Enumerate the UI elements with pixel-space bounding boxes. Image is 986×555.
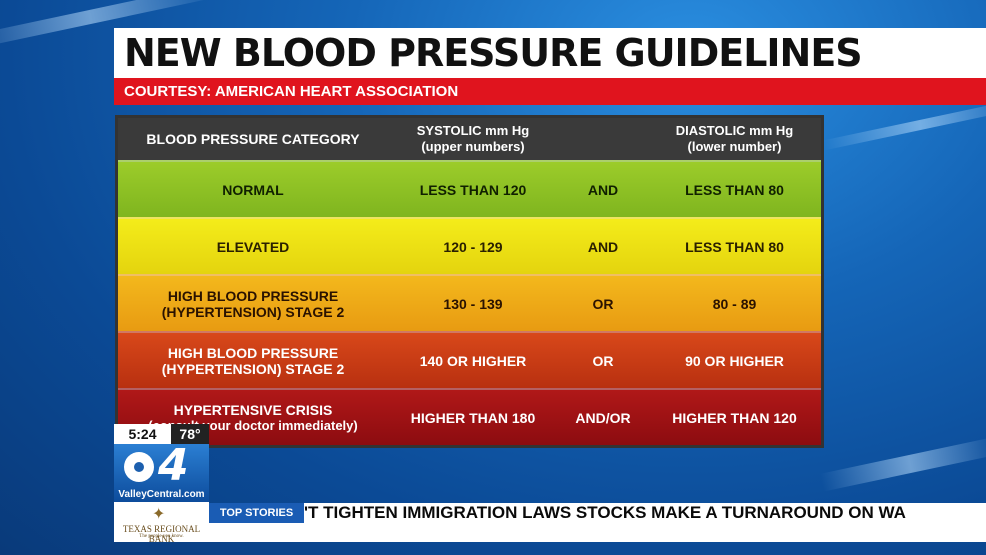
background-streak <box>821 99 986 151</box>
row-diastolic: HIGHER THAN 120 <box>672 409 797 426</box>
clock-time: 5:24 <box>128 426 157 442</box>
ticker-text: 'T TIGHTEN IMMIGRATION LAWS STOCKS MAKE … <box>304 503 906 522</box>
sponsor-tagline: The people you know. <box>139 534 184 539</box>
station-logo: 4 ValleyCentral.com <box>114 440 209 502</box>
row-category: NORMAL <box>222 181 284 198</box>
cbs-eye-icon <box>124 452 154 482</box>
temperature: 78° <box>171 424 209 444</box>
channel-number: 4 <box>158 440 189 491</box>
row-category: HYPERTENSIVE CRISIS (consult your doctor… <box>148 401 358 433</box>
row-diastolic: LESS THAN 80 <box>685 181 784 198</box>
ticker-underbar <box>209 523 986 542</box>
row-diastolic: LESS THAN 80 <box>685 238 784 255</box>
page-subtitle: COURTESY: AMERICAN HEART ASSOCIATION <box>124 83 459 100</box>
row-conjunction: AND/OR <box>575 409 631 426</box>
table-row: HYPERTENSIVE CRISIS (consult your doctor… <box>118 388 821 445</box>
row-systolic: LESS THAN 120 <box>419 181 527 198</box>
table-row: HIGH BLOOD PRESSURE (HYPERTENSION) STAGE… <box>118 274 821 331</box>
row-conjunction: OR <box>592 352 614 369</box>
station-website: ValleyCentral.com <box>118 489 205 500</box>
row-diastolic: 90 OR HIGHER <box>685 352 784 369</box>
subtitle-bar: COURTESY: AMERICAN HEART ASSOCIATION <box>114 78 986 105</box>
row-conjunction: AND <box>587 238 619 255</box>
star-icon: ✦ <box>152 506 166 523</box>
row-systolic: 140 OR HIGHER <box>419 352 527 369</box>
background-streak <box>820 436 986 492</box>
sponsor-logo: ✦ TEXAS REGIONAL BANK The people you kno… <box>114 502 209 544</box>
header-systolic: SYSTOLIC mm Hg (upper numbers) <box>416 123 530 154</box>
ticker-label: TOP STORIES <box>209 503 304 523</box>
header-category: BLOOD PRESSURE CATEGORY <box>146 131 360 147</box>
row-category: HIGH BLOOD PRESSURE (HYPERTENSION) STAGE… <box>161 344 345 377</box>
row-conjunction: AND <box>587 181 619 198</box>
row-systolic: 130 - 139 <box>443 295 503 312</box>
table-row: NORMAL LESS THAN 120 AND LESS THAN 80 <box>118 160 821 217</box>
row-diastolic: 80 - 89 <box>712 295 757 312</box>
table-row: ELEVATED 120 - 129 AND LESS THAN 80 <box>118 217 821 274</box>
row-systolic: 120 - 129 <box>443 238 503 255</box>
header-diastolic: DIASTOLIC mm Hg (lower number) <box>675 123 794 154</box>
table-header: BLOOD PRESSURE CATEGORY SYSTOLIC mm Hg (… <box>118 118 821 160</box>
sponsor-name: TEXAS REGIONAL BANK <box>122 524 201 544</box>
row-category: HIGH BLOOD PRESSURE (HYPERTENSION) STAGE… <box>161 287 345 320</box>
row-category: ELEVATED <box>216 238 290 255</box>
news-ticker: 'T TIGHTEN IMMIGRATION LAWS STOCKS MAKE … <box>304 503 986 523</box>
title-bar: NEW BLOOD PRESSURE GUIDELINES <box>114 28 986 78</box>
row-systolic: HIGHER THAN 180 <box>410 409 536 426</box>
row-conjunction: OR <box>592 295 614 312</box>
blood-pressure-table: BLOOD PRESSURE CATEGORY SYSTOLIC mm Hg (… <box>115 115 824 448</box>
table-row: HIGH BLOOD PRESSURE (HYPERTENSION) STAGE… <box>118 331 821 388</box>
page-title: NEW BLOOD PRESSURE GUIDELINES <box>124 31 863 75</box>
